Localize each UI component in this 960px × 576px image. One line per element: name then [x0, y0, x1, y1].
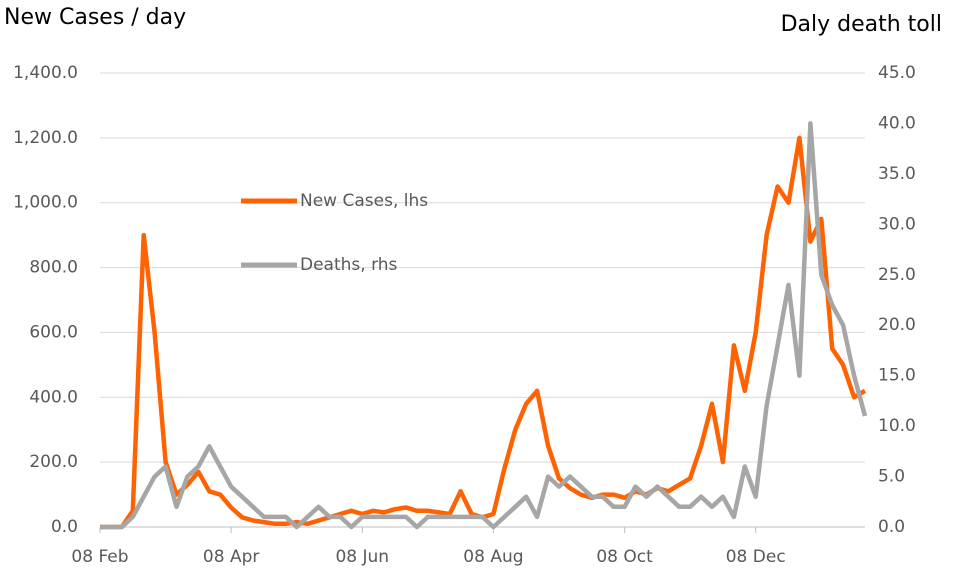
y2-title: Daly death toll — [781, 12, 942, 37]
y2-tick-label: 0.0 — [878, 517, 905, 537]
x-tick-label: 08 Feb — [71, 547, 128, 567]
y-tick-label: 800.0 — [29, 258, 78, 278]
y-tick-label: 200.0 — [29, 452, 78, 472]
x-tick-label: 08 Aug — [463, 547, 523, 567]
chart-title: New Cases / day — [4, 5, 186, 30]
x-tick-label: 08 Apr — [203, 547, 259, 567]
y2-tick-label: 15.0 — [878, 366, 916, 386]
x-tick-label: 08 Oct — [596, 547, 653, 567]
y2-tick-label: 20.0 — [878, 315, 916, 335]
x-tick-label: 08 Jun — [335, 547, 389, 567]
y-tick-label: 1,400.0 — [13, 63, 78, 83]
y2-tick-label: 5.0 — [878, 467, 905, 487]
series-line — [100, 121, 868, 530]
y2-tick-label: 45.0 — [878, 63, 916, 83]
y-tick-label: 600.0 — [29, 322, 78, 342]
y-tick-label: 400.0 — [29, 387, 78, 407]
x-tick-label: 08 Dec — [726, 547, 786, 567]
y-tick-label: 1,200.0 — [13, 128, 78, 148]
y2-tick-label: 35.0 — [878, 164, 916, 184]
legend-label: Deaths, rhs — [300, 255, 398, 275]
y-tick-label: 0.0 — [51, 517, 78, 537]
y2-tick-label: 30.0 — [878, 214, 916, 234]
y2-tick-label: 25.0 — [878, 265, 916, 285]
legend-label: New Cases, lhs — [300, 191, 428, 211]
y2-tick-label: 40.0 — [878, 113, 916, 133]
y-tick-label: 1,000.0 — [13, 193, 78, 213]
y2-tick-label: 10.0 — [878, 416, 916, 436]
